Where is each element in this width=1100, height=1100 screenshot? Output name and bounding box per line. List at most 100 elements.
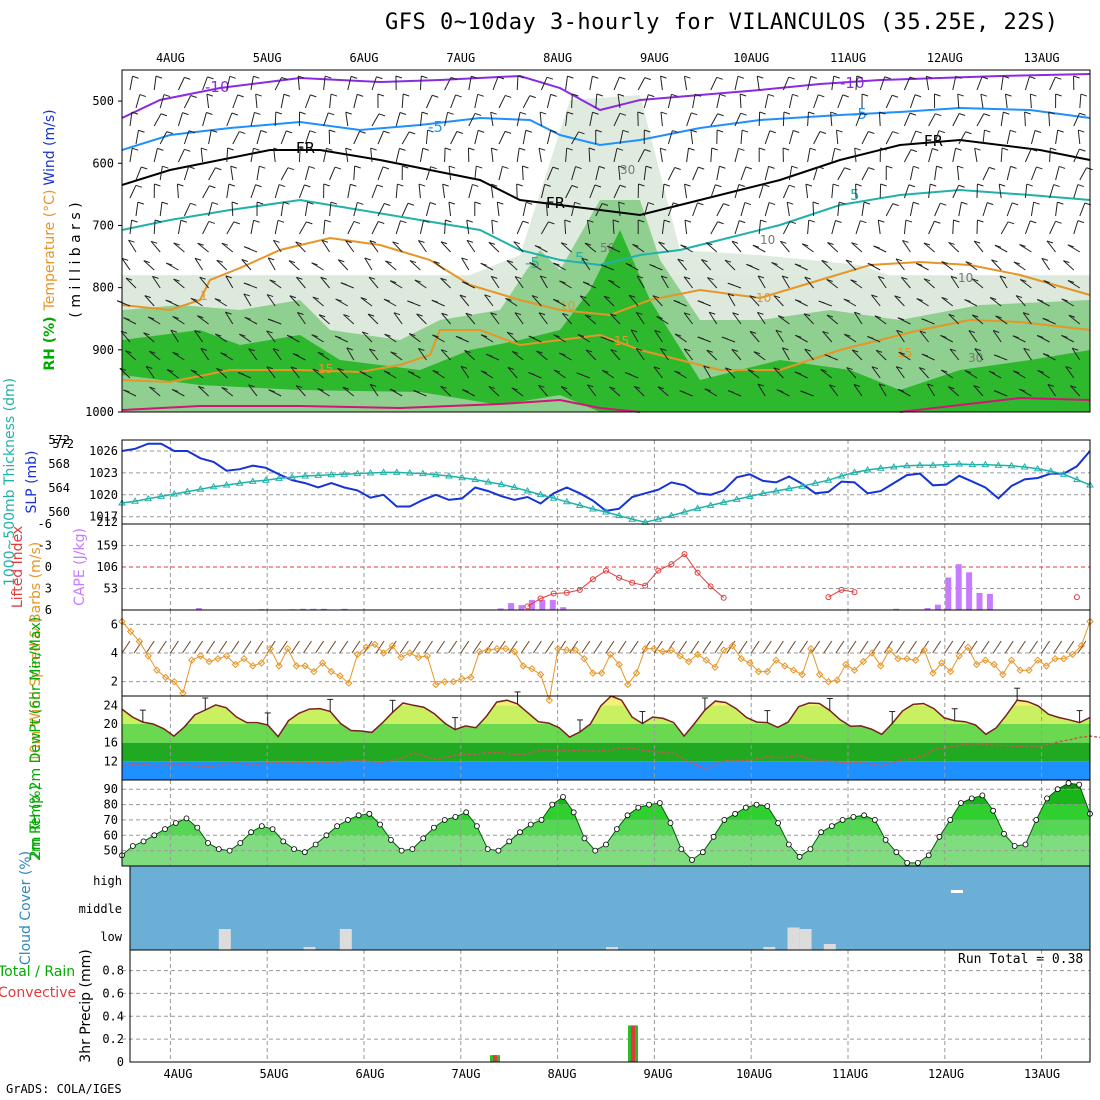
thickness-point (968, 460, 977, 468)
humidity-point (732, 810, 738, 817)
wind-barb (466, 240, 476, 253)
wind-barb-flag (256, 201, 264, 205)
wind-barb-flag (994, 390, 1001, 394)
temperature-contour (121, 106, 1091, 151)
wind-barb (928, 184, 931, 199)
wind-barb (202, 185, 210, 199)
wind-barb-flag (150, 240, 158, 244)
wind-barb (419, 75, 422, 91)
wind-barb (727, 293, 736, 307)
wind-barb-flag (603, 295, 611, 299)
wind10m-point (972, 660, 981, 669)
upper-air-panel-frame (121, 69, 1091, 413)
wind-barb-flag (206, 112, 213, 115)
wind-barb (690, 130, 694, 145)
wind-barb (708, 311, 718, 325)
wind-barb (595, 166, 600, 181)
wind-barb (971, 314, 984, 325)
wind-barb-flag (953, 219, 960, 223)
wind-barb-flag (272, 348, 280, 352)
wind10m-point (754, 667, 763, 676)
wind-barb-flag (961, 201, 968, 205)
humidity-point (1022, 841, 1029, 848)
wind10m-barb (327, 640, 337, 654)
wind-barb (1024, 184, 1028, 199)
wind-barb-flag (511, 350, 519, 354)
wind-barb-flag (165, 299, 172, 303)
wind-barb (747, 369, 760, 379)
wind-barb (801, 243, 814, 253)
wind-barb-flag (149, 350, 156, 354)
wind-barb (956, 166, 960, 181)
wind-barb-flag (194, 330, 201, 334)
wind-barb-flag (897, 388, 905, 392)
wind-barb (980, 94, 984, 109)
wind-barb-flag (846, 367, 853, 371)
wind-barb-flag (1055, 93, 1062, 97)
wind10m-point (153, 666, 161, 674)
wind-barb-flag (432, 370, 439, 373)
thickness-point (654, 515, 663, 522)
wind-barb-flag (325, 75, 332, 79)
wind-barb-flag (299, 147, 307, 151)
wind-barb-flag (368, 276, 376, 280)
wind-barb-flag (160, 113, 168, 117)
wind-barb-flag (1050, 147, 1057, 151)
wind-barb-flag (600, 336, 608, 340)
humidity-point (689, 857, 695, 863)
wind-barb-flag (243, 246, 251, 250)
wind-barb (705, 242, 718, 253)
humidity-point (656, 800, 663, 806)
pressure-chart: 57256856456010261023102010175722121000~5… (2, 378, 1094, 586)
wind-barb-flag (427, 129, 434, 133)
thickness-tick-label: 568 (48, 457, 70, 471)
wind-barb (183, 203, 191, 217)
thickness-point (419, 469, 427, 477)
wind-barb-flag (407, 300, 414, 304)
wind-barb-flag (484, 294, 491, 298)
wind-barb (952, 219, 954, 235)
wind-barb (952, 113, 960, 127)
wind-barb-flag (1023, 347, 1030, 351)
humidity-point (807, 846, 814, 852)
wind-barb-flag (977, 183, 984, 187)
wind-barb (683, 348, 693, 361)
wind-barb (756, 76, 760, 91)
wind-barb-flag (871, 294, 878, 298)
wind-barb-flag (791, 165, 798, 169)
wind-barb-flag (987, 202, 994, 206)
wind-barb (216, 259, 228, 271)
wind10m-barb (315, 640, 325, 654)
wind10m-point (1025, 666, 1033, 674)
wind-barb (145, 366, 155, 379)
wind-barb (506, 331, 518, 343)
cloud-axis-label: Cloud Cover (%) (18, 851, 34, 965)
wind-barb-flag (135, 184, 143, 188)
wind-barb-flag (578, 131, 585, 135)
wind10m-point (580, 654, 588, 663)
thickness-point (314, 471, 323, 478)
wind-barb (214, 333, 228, 343)
wind-barb-flag (209, 185, 216, 189)
wind-barb (710, 221, 719, 235)
cape-bar (955, 564, 962, 610)
thickness-point (785, 484, 793, 492)
wind10m-point (667, 646, 676, 654)
cloud-low-bar (787, 927, 800, 950)
lifted-index-point (563, 589, 570, 596)
wind-barb (1055, 202, 1058, 217)
wind-barb-flag (830, 111, 837, 115)
wind-barb (609, 386, 621, 397)
wind10m-point (920, 646, 929, 654)
wind-barb-flag (476, 165, 483, 169)
wind-barb-flag (248, 384, 255, 388)
wind10m-point (946, 667, 955, 676)
wind-barb (692, 94, 696, 109)
wind-barb-flag (1061, 334, 1068, 338)
wind-barb (129, 148, 133, 163)
wind-barb (903, 220, 907, 235)
wind-barb (150, 240, 161, 253)
wind-barb-flag (317, 388, 324, 392)
wind-barb-flag (221, 387, 228, 390)
